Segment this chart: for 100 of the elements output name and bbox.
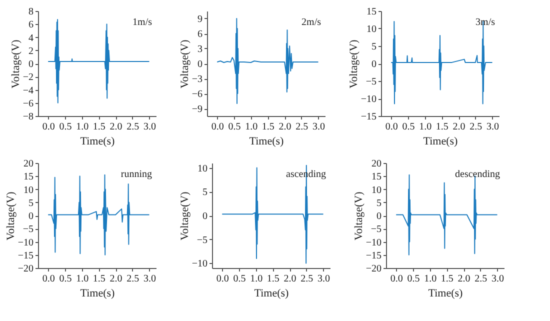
x-axis-title: Time(s): [249, 136, 284, 148]
y-axis-title: Voltage(V): [4, 191, 17, 240]
y-tick-label: 15: [24, 172, 34, 183]
y-tick-label: 6: [198, 29, 202, 40]
x-tick-label: 1.0: [76, 122, 89, 132]
y-tick-label: 10: [366, 24, 376, 35]
x-tick-label: 0.0: [211, 122, 224, 132]
x-tick-label: 3.0: [318, 274, 330, 284]
y-tick-label: 2: [28, 46, 34, 57]
y-axis-title: Voltage(V): [352, 191, 365, 240]
y-tick-label: 3: [198, 44, 202, 55]
y-tick-label: 0: [376, 211, 382, 222]
y-tick-label: 0: [28, 59, 34, 70]
y-tick-label: 8: [28, 6, 34, 18]
x-tick-label: 1.5: [436, 122, 448, 132]
y-tick-label: 10: [198, 163, 208, 174]
x-tick-label: 1.0: [245, 122, 258, 132]
y-axis-title: Voltage(V): [348, 39, 360, 88]
y-tick-label: 15: [366, 6, 376, 18]
x-tick-label: 2.0: [452, 122, 466, 132]
x-tick-label: 0.0: [216, 274, 229, 284]
x-axis-title: Time(s): [428, 288, 464, 300]
x-tick-label: 2.0: [278, 122, 292, 132]
y-tick-label: −15: [366, 250, 382, 262]
y-tick-label: −20: [366, 264, 382, 274]
y-tick-label: −5: [196, 234, 208, 246]
y-tick-label: −5: [366, 76, 376, 88]
x-tick-label: 2.5: [126, 122, 140, 132]
annotation: 2m/s: [302, 17, 322, 28]
y-tick-label: 15: [372, 172, 382, 183]
x-tick-label: 1.0: [250, 274, 263, 284]
x-tick-label: 3.0: [492, 274, 504, 284]
y-tick-label: 20: [372, 158, 382, 170]
x-tick-label: 1.0: [76, 274, 89, 284]
y-tick-label: 0: [28, 211, 34, 222]
x-tick-label: 0.0: [42, 122, 55, 132]
y-tick-label: −10: [18, 237, 34, 248]
x-tick-label: 0.5: [407, 274, 420, 284]
x-tick-label: 1.0: [419, 122, 432, 132]
x-tick-label: 2.0: [110, 274, 122, 284]
annotation: 1m/s: [132, 17, 152, 28]
x-tick-label: 2.5: [300, 274, 314, 284]
y-tick-label: −3: [192, 74, 202, 85]
y-tick-label: −9: [192, 104, 202, 115]
line-series: [48, 19, 150, 104]
y-tick-label: 5: [202, 187, 208, 198]
y-tick-label: −5: [370, 224, 382, 236]
y-tick-label: 10: [24, 184, 34, 196]
x-tick-label: 3.0: [144, 122, 156, 132]
x-tick-label: 3.0: [144, 274, 156, 284]
y-tick-label: 9: [198, 14, 202, 25]
x-tick-label: 2.5: [470, 122, 482, 132]
x-tick-label: 0.5: [228, 122, 241, 132]
x-tick-label: 0.0: [42, 274, 55, 284]
y-tick-label: −10: [360, 94, 376, 105]
y-tick-label: 0: [372, 59, 376, 70]
y-tick-label: 10: [372, 184, 382, 196]
y-tick-label: 0: [198, 59, 202, 70]
y-axis-title: Voltage(V): [10, 39, 22, 88]
x-tick-label: 1.5: [262, 122, 274, 132]
y-tick-label: −2: [22, 72, 34, 84]
y-tick-label: −5: [22, 224, 34, 236]
y-tick-label: −15: [18, 250, 34, 262]
annotation: running: [120, 169, 152, 180]
y-tick-label: −6: [192, 89, 202, 100]
line-series: [216, 18, 319, 104]
x-tick-label: 1.5: [92, 122, 106, 132]
y-axis-title: Voltage(V): [178, 191, 191, 240]
y-tick-label: 6: [28, 20, 34, 31]
x-tick-label: 2.5: [474, 274, 488, 284]
x-tick-label: 2.0: [458, 274, 470, 284]
y-axis-title: Voltage(V): [178, 39, 191, 88]
x-tick-label: 0.5: [59, 274, 72, 284]
x-tick-label: 1.5: [266, 274, 280, 284]
y-tick-label: −8: [22, 112, 34, 122]
x-axis-title: Time(s): [254, 288, 290, 300]
x-tick-label: 0.0: [390, 274, 403, 284]
x-tick-label: 3.0: [486, 122, 500, 132]
x-tick-label: 2.5: [296, 122, 308, 132]
y-tick-label: −10: [366, 237, 382, 248]
x-tick-label: 0.5: [59, 122, 72, 132]
x-axis-title: Time(s): [80, 288, 116, 300]
x-tick-label: 3.0: [312, 122, 326, 132]
y-tick-label: 5: [376, 198, 382, 209]
x-tick-label: 1.0: [424, 274, 437, 284]
x-tick-label: 2.5: [126, 274, 140, 284]
y-tick-label: 5: [372, 42, 376, 52]
x-tick-label: 2.0: [284, 274, 296, 284]
y-tick-label: −20: [18, 264, 34, 274]
x-axis-title: Time(s): [80, 136, 116, 148]
y-tick-label: −15: [360, 112, 376, 122]
x-tick-label: 2.0: [110, 122, 122, 132]
annotation: descending: [455, 169, 500, 180]
y-tick-label: −6: [22, 98, 34, 110]
y-tick-label: 4: [28, 32, 34, 44]
x-tick-label: 1.5: [92, 274, 106, 284]
y-tick-label: −4: [22, 85, 34, 96]
x-tick-label: 0.0: [385, 122, 398, 132]
x-tick-label: 0.5: [233, 274, 246, 284]
y-tick-label: −10: [192, 258, 208, 270]
